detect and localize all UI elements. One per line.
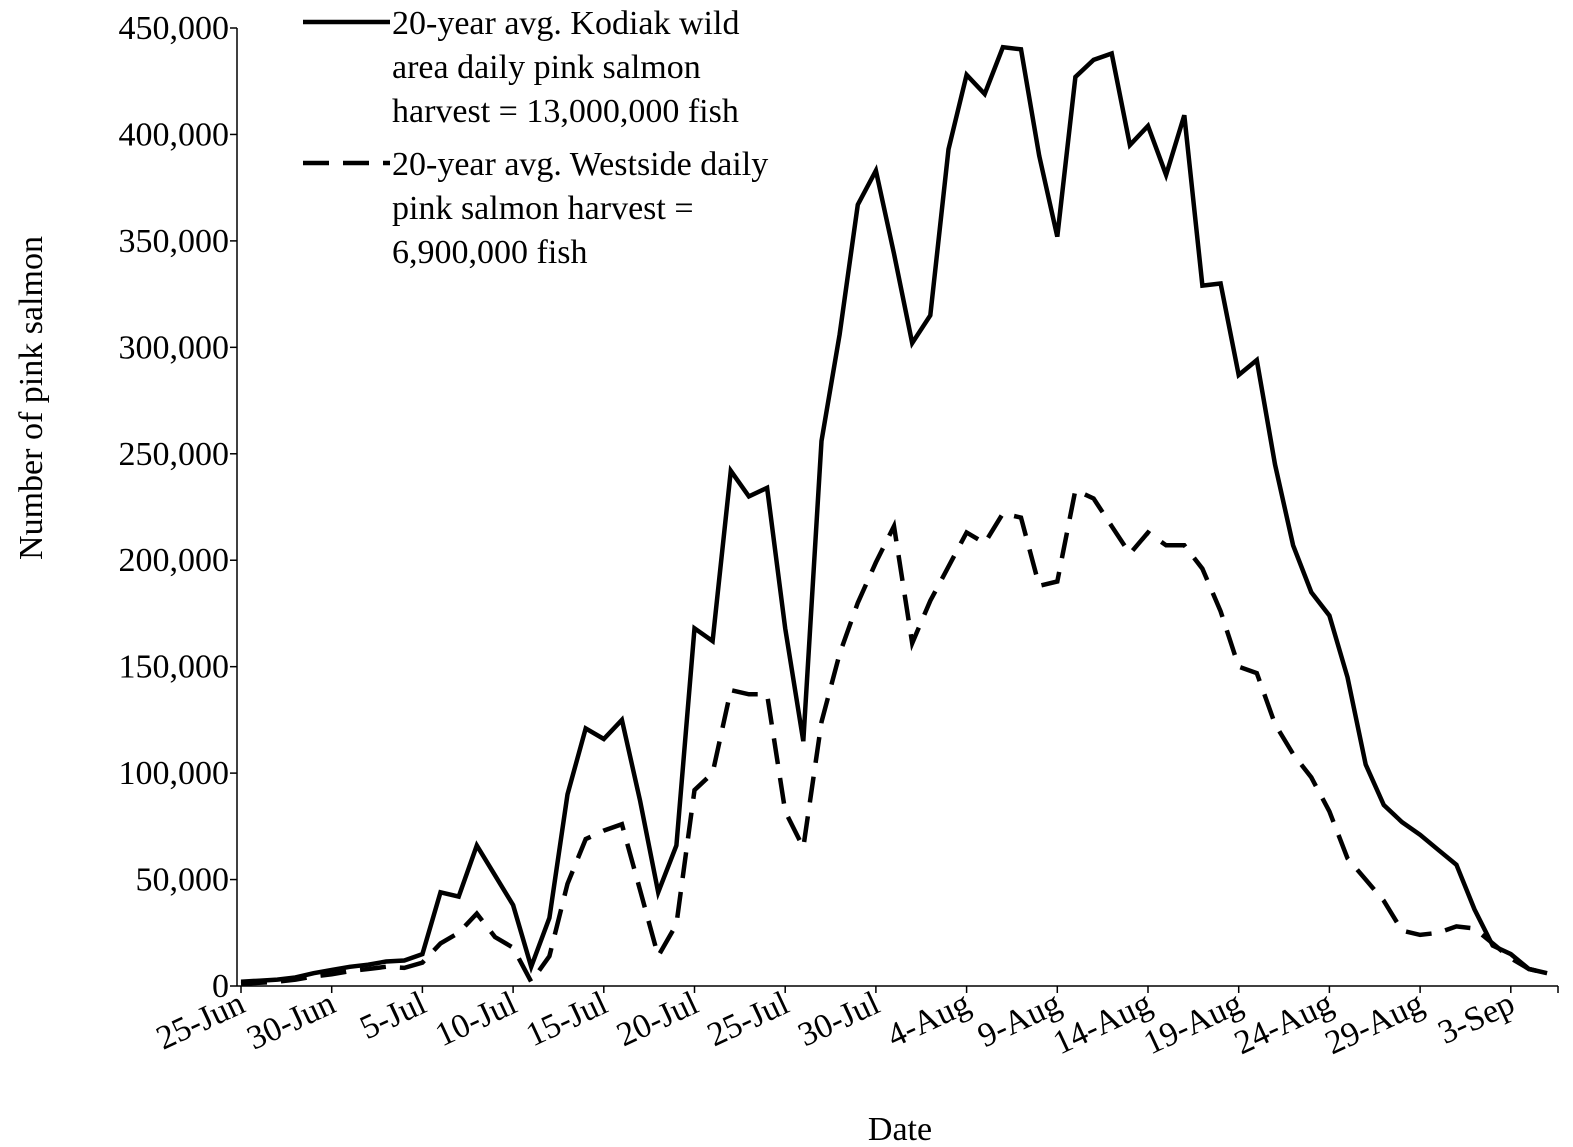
x-tick-label: 9-Aug xyxy=(972,985,1066,1055)
x-tick-label: 5-Jul xyxy=(355,985,432,1047)
legend-label: harvest = 13,000,000 fish xyxy=(392,93,739,130)
y-tick-label: 0 xyxy=(212,968,229,1005)
y-tick-label: 250,000 xyxy=(119,436,230,473)
axes xyxy=(230,27,1559,993)
y-tick-label: 350,000 xyxy=(119,223,230,260)
x-tick-label: 25-Jul xyxy=(702,985,795,1054)
y-tick-label: 300,000 xyxy=(119,329,230,366)
x-tick-label: 14-Aug xyxy=(1048,985,1158,1062)
legend-label: area daily pink salmon xyxy=(392,49,701,86)
x-tick-label: 10-Jul xyxy=(430,985,523,1054)
x-tick-label: 29-Aug xyxy=(1320,985,1430,1062)
legend-label: 20-year avg. Kodiak wild xyxy=(392,5,739,42)
y-tick-label: 150,000 xyxy=(119,649,230,686)
legend-label: 20-year avg. Westside daily xyxy=(392,146,768,183)
x-tick-label: 30-Jul xyxy=(793,985,886,1054)
x-tick-label: 19-Aug xyxy=(1138,985,1248,1062)
kodiak-harvest-line xyxy=(240,44,1548,984)
westside-harvest-line xyxy=(240,486,1548,987)
x-axis-title: Date xyxy=(868,1111,932,1147)
y-tick-label: 200,000 xyxy=(119,542,230,579)
x-tick-label: 24-Aug xyxy=(1229,985,1339,1062)
x-tick-label: 4-Aug xyxy=(882,985,976,1055)
y-tick-labels: 0 50,000 100,000 150,000 200,000 250,000 300,0… xyxy=(119,10,230,1005)
y-axis-title: Number of pink salmon xyxy=(13,236,50,560)
y-tick-label: 50,000 xyxy=(136,862,230,899)
y-tick-label: 450,000 xyxy=(119,10,230,47)
y-tick-label: 400,000 xyxy=(119,116,230,153)
x-tick-label: 3-Sep xyxy=(1433,985,1521,1052)
legend-label: pink salmon harvest = xyxy=(392,190,694,227)
x-tick-label: 15-Jul xyxy=(521,985,614,1054)
x-tick-label: 25-Jun xyxy=(151,985,251,1058)
legend-label: 6,900,000 fish xyxy=(392,234,588,271)
plot-lines xyxy=(240,44,1548,987)
legend: 20-year avg. Kodiak wild area daily pink … xyxy=(303,5,768,271)
x-tick-label: 30-Jun xyxy=(242,985,342,1058)
x-tick-label: 20-Jul xyxy=(611,985,704,1054)
y-tick-label: 100,000 xyxy=(119,755,230,792)
